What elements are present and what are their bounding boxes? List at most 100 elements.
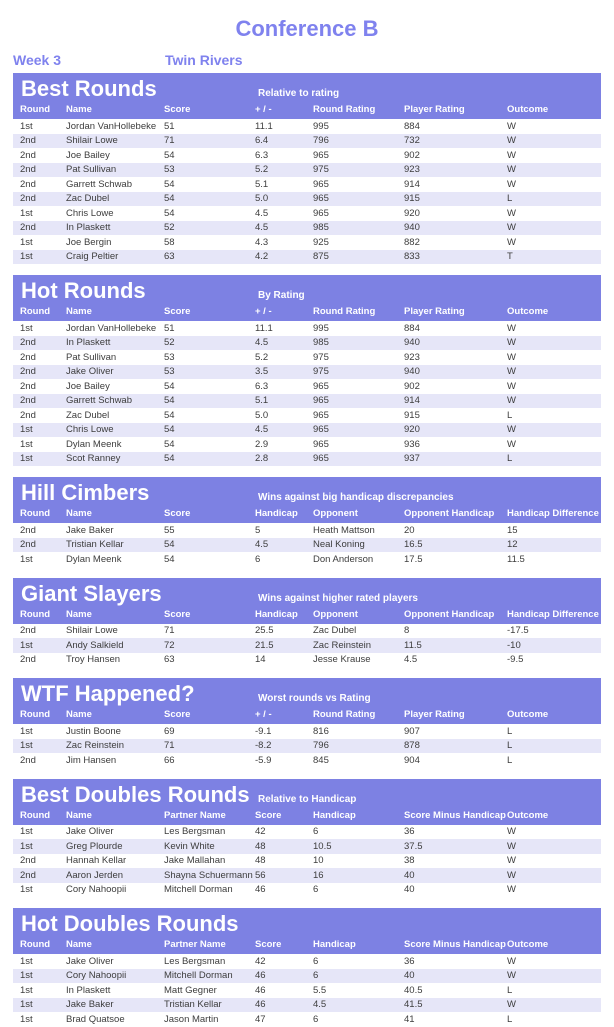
table-cell: 965 (313, 193, 329, 205)
table-cell: 1st (20, 453, 33, 465)
header-row: Round Name Score Handicap Opponent Opponent H… (13, 607, 601, 624)
column-header: Opponent Handicap (404, 607, 507, 624)
table-cell: 6 (313, 970, 319, 982)
table-cell: Garrett Schwab (66, 178, 132, 190)
table-cell: Zac Dubel (66, 193, 110, 205)
table-cell: 42 (255, 826, 266, 838)
table-cell: Jake Baker (66, 524, 114, 536)
section-title: Hot Doubles Rounds (21, 911, 239, 936)
stat-section: Best Doubles Rounds Relative to Handicap… (13, 778, 601, 898)
section-title: WTF Happened? (21, 681, 195, 706)
table-cell: 41.5 (404, 999, 423, 1011)
table-row: 1st Chris Lowe 54 4.5 965 920 W (13, 206, 601, 221)
table-cell: 21.5 (255, 639, 274, 651)
column-header: Round Rating (313, 708, 404, 724)
section-subtitle: Worst rounds vs Rating (258, 693, 371, 704)
column-header: Score (255, 938, 313, 954)
table-cell: Dylan Meenk (66, 553, 122, 565)
report-meta: Week 3 Twin Rivers (13, 52, 601, 68)
table-cell: Jake Oliver (66, 826, 114, 838)
table-head: Round Name Score + / - Round Rating Player Ra… (13, 103, 601, 119)
section-subtitle: Relative to rating (258, 88, 340, 99)
table-cell: Cory Nahoopii (66, 884, 127, 896)
column-header: Score (164, 305, 255, 321)
table-cell: 17.5 (404, 553, 423, 565)
table-cell: 48 (255, 840, 266, 852)
table-cell: L (507, 453, 513, 465)
table-cell: 2nd (20, 351, 36, 363)
table-cell: -5.9 (255, 754, 272, 766)
table-row: 1st Brad Quatsoe Jason Martin 47 6 41 L (13, 1012, 601, 1027)
table-cell: L (507, 984, 513, 996)
week-label: Week 3 (13, 52, 61, 68)
table-cell: Jordan VanHollebeke (66, 322, 157, 334)
table-cell: 15 (507, 524, 518, 536)
table-cell: 53 (164, 366, 175, 378)
table-cell: 2nd (20, 754, 36, 766)
table-cell: W (507, 380, 516, 392)
table-cell: 38 (404, 855, 415, 867)
table-cell: 1st (20, 251, 33, 263)
table-cell: L (507, 725, 513, 737)
table-cell: 5.5 (313, 984, 327, 996)
table-cell: 54 (164, 539, 175, 551)
table-cell: 1st (20, 424, 33, 436)
table-cell: L (507, 1013, 513, 1025)
table-cell: 51 (164, 322, 175, 334)
table-row: 2nd Pat Sullivan 53 5.2 975 923 W (13, 350, 601, 365)
table-cell: Shilair Lowe (66, 625, 118, 637)
table-cell: 884 (404, 322, 420, 334)
table-cell: Zac Reinstein (313, 639, 372, 651)
table-cell: 11.5 (404, 639, 422, 651)
table-cell: 63 (164, 654, 175, 666)
table-cell: 36 (404, 955, 415, 967)
table-cell: 965 (313, 380, 329, 392)
table-cell: Aaron Jerden (66, 869, 124, 881)
table-cell: 37.5 (404, 840, 423, 852)
section-banner: WTF Happened? Worst rounds vs Rating (13, 678, 601, 708)
table-row: 1st Jake Oliver Les Bergsman 42 6 36 W (13, 954, 601, 969)
table-body: 1st Jake Oliver Les Bergsman 42 6 36 W 1st Greg … (13, 825, 601, 898)
header-row: Round Name Partner Name Score Handicap Score … (13, 938, 601, 954)
stat-section: Hot Rounds By Rating Round Name Score + / -… (13, 275, 601, 466)
stat-section: Hot Doubles Rounds Round Name Partner Name… (13, 908, 601, 1027)
stat-section: Giant Slayers Wins against higher rated … (13, 577, 601, 668)
table-cell: Andy Salkield (66, 639, 124, 651)
table-cell: 902 (404, 380, 420, 392)
column-header: Score (255, 808, 313, 825)
table-cell: 1st (20, 999, 33, 1011)
stats-table: Round Name Score + / - Round Rating Player Ra… (13, 103, 601, 264)
section-banner: Hot Doubles Rounds (13, 908, 601, 938)
table-cell: 2nd (20, 539, 36, 551)
table-cell: 4.2 (255, 251, 269, 263)
table-cell: 936 (404, 438, 420, 450)
table-cell: 2nd (20, 222, 36, 234)
table-row: 2nd Garrett Schwab 54 5.1 965 914 W (13, 393, 601, 408)
table-cell: Shayna Schuermann (164, 869, 253, 881)
table-cell: 1st (20, 120, 33, 132)
column-header: + / - (255, 708, 313, 724)
stat-section: Best Rounds Relative to rating Round Name… (13, 73, 601, 264)
table-row: 2nd Jake Oliver 53 3.5 975 940 W (13, 364, 601, 379)
table-cell: 5.0 (255, 409, 269, 421)
table-cell: 6.4 (255, 135, 269, 147)
table-cell: W (507, 970, 516, 982)
table-cell: 12 (507, 539, 518, 551)
section-title: Giant Slayers (21, 580, 162, 606)
table-cell: 940 (404, 366, 420, 378)
table-cell: 732 (404, 135, 420, 147)
table-cell: Zac Dubel (66, 409, 110, 421)
table-cell: 4.5 (255, 222, 269, 234)
column-header: Name (66, 305, 164, 321)
table-cell: Heath Mattson (313, 524, 375, 536)
table-cell: Neal Koning (313, 539, 365, 551)
table-cell: W (507, 395, 516, 407)
table-cell: 975 (313, 351, 329, 363)
table-cell: 1st (20, 955, 33, 967)
table-cell: L (507, 754, 513, 766)
section-banner: Hot Rounds By Rating (13, 275, 601, 305)
table-cell: 925 (313, 236, 329, 248)
table-cell: 4.5 (255, 539, 269, 551)
table-cell: W (507, 351, 516, 363)
